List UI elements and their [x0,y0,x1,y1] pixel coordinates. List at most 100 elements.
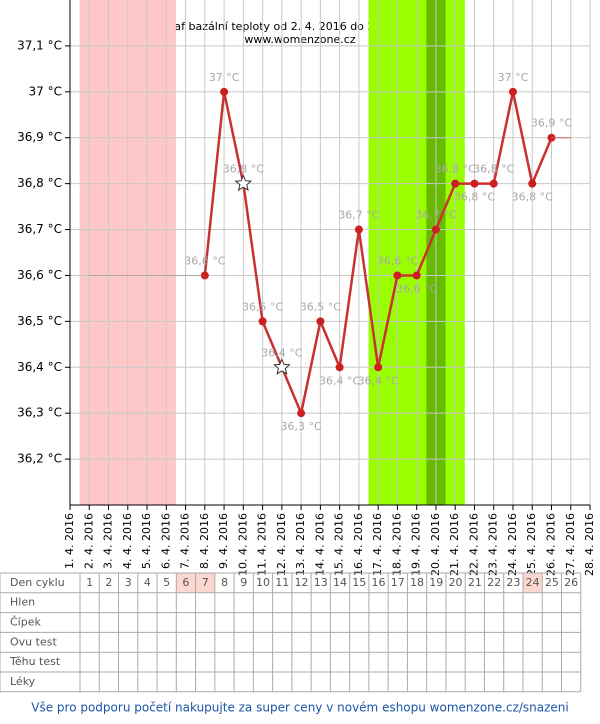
data-label: 36,9 °C [531,117,572,130]
x-tick-label: 10. 4. 2016 [236,513,249,576]
x-tick-label: 22. 4. 2016 [467,513,480,576]
data-label: 36,8 °C [435,163,476,176]
x-tick-label: 27. 4. 2016 [564,513,577,576]
day-number: 10 [256,576,270,589]
data-label: 36,4 °C [319,374,360,387]
row-label: Léky [10,675,36,688]
x-tick-label: 3. 4. 2016 [102,513,115,569]
highlight-cell [195,573,215,593]
day-number: 11 [275,576,289,589]
day-number: 1 [86,576,93,589]
data-label: 36,8 °C [454,191,495,204]
x-tick-label: 28. 4. 2016 [583,513,596,576]
day-number: 2 [105,576,112,589]
row-label: Hlen [10,596,35,609]
y-tick-label: 36,9 °C [17,130,62,144]
data-label: 36,3 °C [281,420,322,433]
row-label: Těhu test [9,655,61,668]
highlight-cell [176,573,196,593]
point [451,179,460,188]
day-number: 26 [564,576,578,589]
cycle-table: 1 2 3 4 5 6 7 8 9 10 11 12 13 14 15 16 17 18 19 20 21 22 23 24 2… [0,572,582,693]
y-tick-label: 36,4 °C [17,360,62,374]
star-marker [234,174,253,192]
x-tick-label: 14. 4. 2016 [313,513,326,576]
day-number: 22 [487,576,501,589]
data-label: 36,5 °C [242,300,283,313]
x-tick-label: 7. 4. 2016 [179,513,192,569]
star-marker [273,358,291,375]
day-number: 6 [182,576,189,589]
day-number: 23 [506,576,520,589]
day-number: 3 [125,576,132,589]
day-number: 8 [221,576,228,589]
data-label: 36,6 °C [377,254,418,267]
x-tick-label: 1. 4. 2016 [63,513,76,569]
day-number: 19 [429,576,443,589]
x-tick-label: 4. 4. 2016 [121,513,134,569]
x-tick-label: 26. 4. 2016 [545,513,558,576]
point [258,317,267,326]
x-tick-label: 21. 4. 2016 [448,513,461,576]
point [297,409,306,418]
day-number: 16 [372,576,386,589]
day-number: 4 [144,576,151,589]
day-number: 17 [391,576,405,589]
data-label: 36,7 °C [415,209,456,222]
x-tick-label: 18. 4. 2016 [390,513,403,576]
data-label: 37 °C [498,71,529,84]
day-number: 25 [545,576,559,589]
data-label: 36,6 °C [396,282,437,295]
footer-link[interactable]: Vše pro podporu početí nakupujte za supe… [31,701,568,715]
point [200,271,209,280]
y-tick-label: 36,8 °C [17,176,62,190]
x-tick-label: 5. 4. 2016 [140,513,153,569]
day-number: 14 [333,576,347,589]
y-tick-label: 36,5 °C [17,314,62,328]
x-tick-label: 9. 4. 2016 [217,513,230,569]
point [470,179,479,188]
point [508,87,517,96]
data-label: 36,8 °C [223,163,264,176]
day-number: 20 [449,576,463,589]
point [412,271,421,280]
x-tick-label: 8. 4. 2016 [198,513,211,569]
y-tick-label: 37,1 °C [17,38,62,52]
day-number: 13 [314,576,328,589]
row-label: Ovu test [10,635,57,648]
row-label: Čípek [10,616,41,629]
highlight-cell [522,573,543,593]
data-label: 36,4 °C [261,346,302,359]
y-tick-label: 36,7 °C [17,222,62,236]
x-tick-label: 12. 4. 2016 [275,513,288,576]
x-tick-label: 24. 4. 2016 [506,513,519,576]
data-label: 36,5 °C [300,300,341,313]
y-tick-label: 36,3 °C [17,406,62,420]
point [431,225,440,234]
data-label: 36,8 °C [473,163,514,176]
day-number: 18 [410,576,424,589]
x-tick-label: 16. 4. 2016 [352,513,365,576]
data-label: 37 °C [209,71,240,84]
day-number: 5 [163,576,170,589]
day-number: 9 [240,576,247,589]
data-label: 36,6 °C [184,254,225,267]
point [316,317,325,326]
point [374,363,383,372]
day-number: 21 [468,576,482,589]
day-number: 7 [202,576,209,589]
y-tick-label: 37 °C [29,84,62,98]
x-tick-label: 2. 4. 2016 [82,513,95,569]
y-tick-label: 36,2 °C [17,452,62,466]
x-tick-label: 11. 4. 2016 [256,513,269,576]
data-label: 36,7 °C [338,209,379,222]
x-tick-label: 13. 4. 2016 [294,513,307,576]
x-tick-label: 25. 4. 2016 [525,513,538,576]
x-tick-label: 6. 4. 2016 [159,513,172,569]
x-tick-label: 17. 4. 2016 [371,513,384,576]
data-label: 36,8 °C [512,191,553,204]
plot: 1. 4. 2016 2. 4. 2016 3. 4. 2016 4. 4. 2016… [17,0,596,576]
point [393,271,402,280]
